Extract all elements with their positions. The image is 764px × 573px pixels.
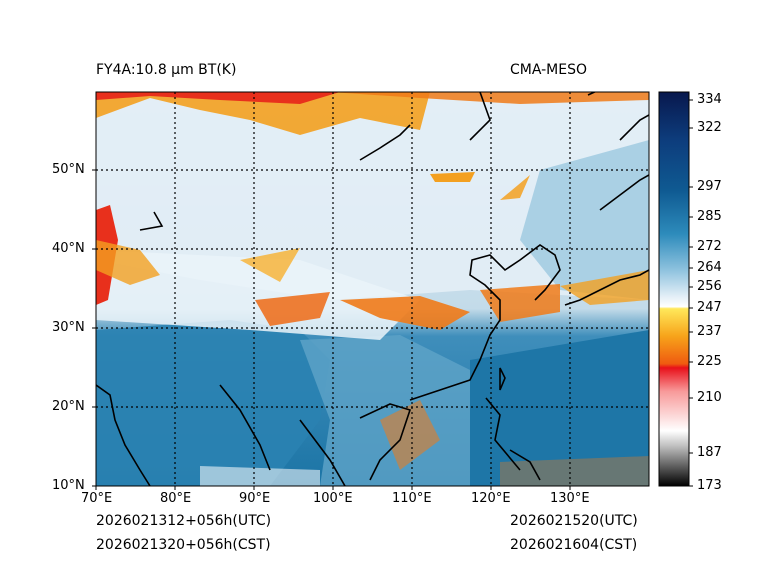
map-frame [95, 91, 650, 487]
colorbar-label: 173 [697, 478, 722, 493]
chart-title: FY4A:10.8 μm BT(K) [96, 62, 237, 78]
colorbar-ticks [689, 99, 693, 487]
colorbar-label: 264 [697, 260, 722, 275]
lon-label-70e: 70°E [81, 491, 113, 506]
lat-label-40n: 40°N [52, 241, 85, 256]
valid-time-utc: 2026021520(UTC) [510, 513, 638, 529]
colorbar-label: 272 [697, 239, 722, 254]
lon-label-80e: 80°E [160, 491, 192, 506]
coastlines [96, 92, 649, 486]
init-time-utc: 2026021312+056h(UTC) [96, 513, 272, 529]
colorbar-label: 322 [697, 120, 722, 135]
colorbar-frame [658, 91, 690, 487]
colorbar-label: 237 [697, 324, 722, 339]
lon-label-120e: 120°E [471, 491, 511, 506]
colorbar-label: 187 [697, 445, 722, 460]
colorbar-label: 225 [697, 354, 722, 369]
lon-label-130e: 130°E [550, 491, 590, 506]
init-time-cst: 2026021320+056h(CST) [96, 537, 271, 553]
lat-label-20n: 20°N [52, 399, 85, 414]
axis-ticks [92, 169, 571, 490]
valid-time-cst: 2026021604(CST) [510, 537, 638, 553]
colorbar-label: 334 [697, 92, 722, 107]
lat-label-30n: 30°N [52, 320, 85, 335]
satellite-image [96, 92, 649, 486]
colorbar [659, 92, 689, 486]
lat-label-50n: 50°N [52, 162, 85, 177]
lat-label-10n: 10°N [52, 478, 85, 493]
graticule [96, 92, 649, 486]
colorbar-label: 256 [697, 279, 722, 294]
colorbar-label: 297 [697, 179, 722, 194]
model-name: CMA-MESO [510, 62, 588, 78]
colorbar-label: 210 [697, 390, 722, 405]
colorbar-label: 285 [697, 209, 722, 224]
colorbar-label: 247 [697, 300, 722, 315]
lon-label-100e: 100°E [313, 491, 353, 506]
lon-label-90e: 90°E [239, 491, 271, 506]
lon-label-110e: 110°E [392, 491, 432, 506]
